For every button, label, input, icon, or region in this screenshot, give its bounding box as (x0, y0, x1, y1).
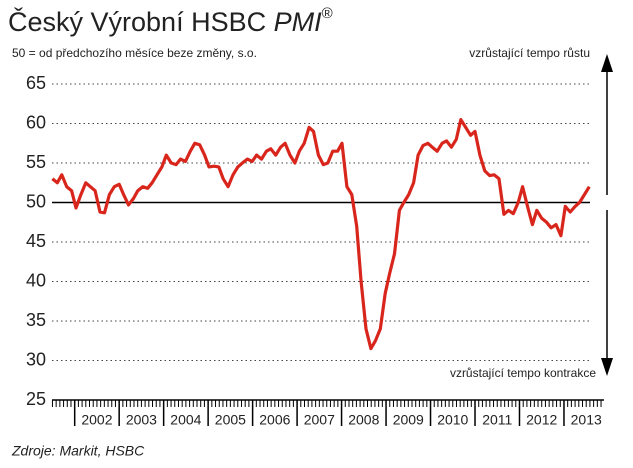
y-tick-label: 55 (26, 152, 46, 172)
arrow-down-head (601, 358, 613, 376)
x-tick-label: 2010 (437, 412, 468, 428)
x-tick-label: 2008 (348, 412, 379, 428)
y-tick-label: 30 (26, 349, 46, 369)
source: Zdroje: Markit, HSBC (11, 443, 145, 459)
title-em: PMI (274, 7, 323, 37)
arrows (601, 54, 613, 376)
y-tick-label: 60 (26, 112, 46, 132)
y-tick-label: 65 (26, 73, 46, 93)
x-tick-label: 2011 (482, 412, 512, 428)
x-tick-label: 2009 (393, 412, 424, 428)
title-sup: ® (322, 5, 333, 22)
annotation: vzrůstající tempo růstu (469, 46, 590, 60)
title-main: Český Výrobní HSBC (8, 6, 266, 37)
arrow-up-head (601, 54, 613, 72)
x-tick-label: 2004 (170, 412, 201, 428)
x-tick-label: 2002 (81, 412, 112, 428)
y-tick-label: 25 (26, 389, 46, 409)
x-tick-label: 2006 (259, 412, 290, 428)
data-line (51, 118, 591, 351)
annotation: vzrůstající tempo kontrakce (450, 366, 596, 380)
y-tick-label: 45 (26, 231, 46, 251)
subtitle: 50 = od předchozího měsíce beze změny, s… (12, 46, 257, 60)
y-tick-label: 40 (26, 270, 46, 290)
x-tick-label: 2013 (571, 412, 602, 428)
chart-title: Český Výrobní HSBC PMI® (8, 5, 333, 37)
x-tick-label: 2003 (126, 412, 157, 428)
y-tick-label: 50 (26, 191, 46, 211)
y-tick-label: 35 (26, 310, 46, 330)
x-tick-label: 2012 (526, 412, 557, 428)
x-tick-label: 2005 (215, 412, 246, 428)
x-tick-label: 2007 (304, 412, 335, 428)
